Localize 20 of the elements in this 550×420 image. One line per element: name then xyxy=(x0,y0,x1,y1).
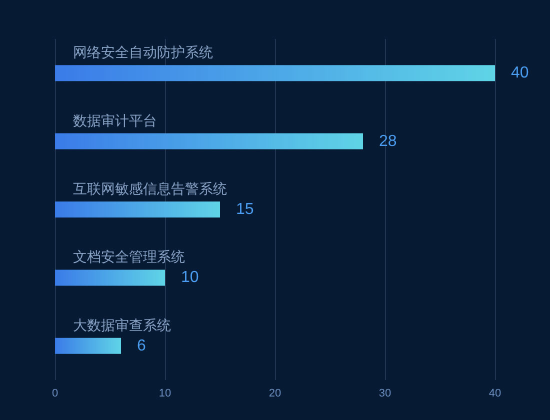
bar xyxy=(55,133,363,150)
y-tick-label: 文档安全管理系统 xyxy=(73,248,185,265)
y-tick-label: 数据审计平台 xyxy=(73,112,157,128)
data-label: 28 xyxy=(379,132,397,150)
data-label: 15 xyxy=(236,201,254,218)
data-label: 40 xyxy=(511,64,529,82)
data-label: 6 xyxy=(137,337,146,354)
bar xyxy=(55,202,220,218)
y-tick-label: 大数据审查系统 xyxy=(73,316,171,333)
bar xyxy=(55,65,495,82)
x-tick-label: 40 xyxy=(488,388,502,400)
data-label: 10 xyxy=(181,269,199,286)
bar xyxy=(55,270,165,286)
y-tick-label: 网络安全自动防护系统 xyxy=(73,44,213,60)
x-tick-label: 0 xyxy=(52,388,58,400)
x-tick-label: 10 xyxy=(158,388,172,400)
x-tick-label: 30 xyxy=(378,388,392,400)
x-tick-label: 20 xyxy=(268,388,282,400)
y-tick-label: 互联网敏感信息告警系统 xyxy=(73,180,227,196)
bar xyxy=(55,338,121,354)
